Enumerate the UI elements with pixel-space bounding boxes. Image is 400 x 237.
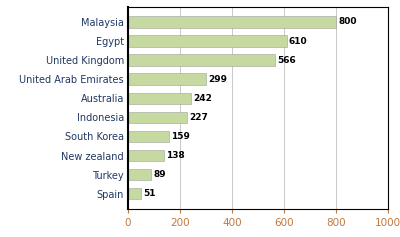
Bar <box>128 35 286 47</box>
Text: 299: 299 <box>208 75 227 84</box>
Bar <box>128 16 336 28</box>
Bar <box>128 169 151 180</box>
Text: 800: 800 <box>338 18 356 27</box>
Bar <box>128 93 191 104</box>
Bar <box>128 131 169 142</box>
Bar <box>128 73 206 85</box>
Bar <box>128 150 164 161</box>
Text: 227: 227 <box>189 113 208 122</box>
Bar <box>128 55 275 66</box>
Text: 159: 159 <box>172 132 190 141</box>
Bar <box>128 188 141 199</box>
Text: 610: 610 <box>289 36 307 46</box>
Text: 242: 242 <box>193 94 212 103</box>
Text: 566: 566 <box>277 56 296 65</box>
Bar <box>128 112 187 123</box>
Text: 89: 89 <box>153 170 166 179</box>
Text: 138: 138 <box>166 151 185 160</box>
Text: 51: 51 <box>143 189 156 198</box>
